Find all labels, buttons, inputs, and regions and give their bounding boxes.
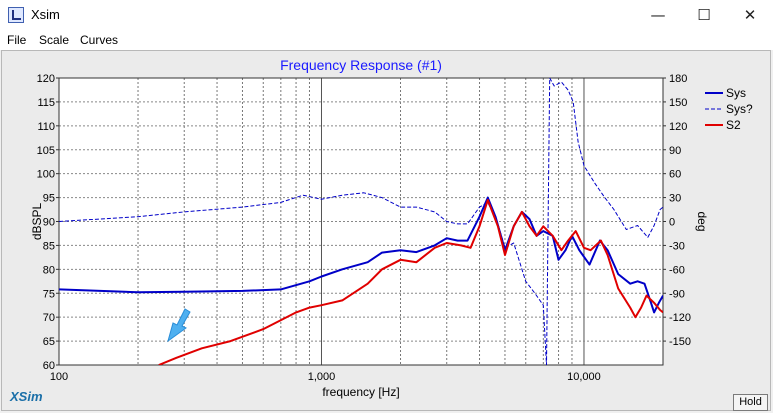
y2-tick-label: -120 — [669, 312, 691, 324]
xsim-watermark: XSim — [9, 389, 43, 404]
x-axis-label: frequency [Hz] — [322, 385, 399, 399]
menu-file[interactable]: File — [7, 33, 27, 47]
y2-axis-label: deg — [695, 211, 709, 231]
y-tick-label: 95 — [43, 193, 55, 205]
y2-tick-label: 150 — [669, 97, 687, 109]
series-line-s2 — [158, 199, 663, 365]
y2-tick-label: -150 — [669, 336, 691, 348]
y-tick-label: 120 — [37, 73, 55, 85]
pointer-arrow-icon — [167, 308, 191, 343]
chart-title: Frequency Response (#1) — [280, 57, 442, 73]
y2-tick-label: 60 — [669, 169, 681, 181]
y2-tick-label: 0 — [669, 217, 675, 229]
title-bar: Xsim — ☐ ✕ — [0, 0, 773, 30]
y-tick-label: 65 — [43, 336, 55, 348]
y-tick-label: 110 — [37, 121, 55, 133]
xsim-app-icon — [8, 7, 24, 23]
legend-label: Sys? — [726, 102, 753, 116]
y2-tick-label: -60 — [669, 264, 685, 276]
y-tick-label: 60 — [43, 360, 55, 372]
close-button[interactable]: ✕ — [743, 6, 757, 24]
x-tick-label: 100 — [50, 371, 68, 383]
legend-label: S2 — [726, 118, 741, 132]
menu-bar: File Scale Curves — [0, 30, 773, 50]
y-tick-label: 85 — [43, 240, 55, 252]
x-tick-label: 1,000 — [308, 371, 336, 383]
y2-tick-label: 90 — [669, 145, 681, 157]
minimize-button[interactable]: — — [650, 6, 666, 24]
menu-curves[interactable]: Curves — [80, 33, 119, 47]
y-tick-label: 90 — [43, 217, 55, 229]
series-line-sysq — [59, 78, 663, 365]
y2-tick-label: 120 — [669, 121, 687, 133]
y-tick-label: 80 — [43, 264, 55, 276]
y-tick-label: 100 — [37, 169, 55, 181]
hold-button[interactable]: Hold — [733, 394, 768, 411]
menu-scale[interactable]: Scale — [39, 33, 70, 47]
y-tick-label: 105 — [37, 145, 55, 157]
x-tick-label: 10,000 — [567, 371, 601, 383]
y-tick-label: 70 — [43, 312, 55, 324]
y-tick-label: 115 — [37, 97, 55, 109]
y2-tick-label: -90 — [669, 288, 685, 300]
y2-tick-label: 180 — [669, 73, 687, 85]
y-axis-label: dBSPL — [30, 202, 44, 240]
y2-tick-label: 30 — [669, 193, 681, 205]
maximize-button[interactable]: ☐ — [697, 6, 711, 24]
y-tick-label: 75 — [43, 288, 55, 300]
legend-label: Sys — [726, 86, 746, 100]
y2-tick-label: -30 — [669, 240, 685, 252]
window-title: Xsim — [31, 7, 60, 22]
